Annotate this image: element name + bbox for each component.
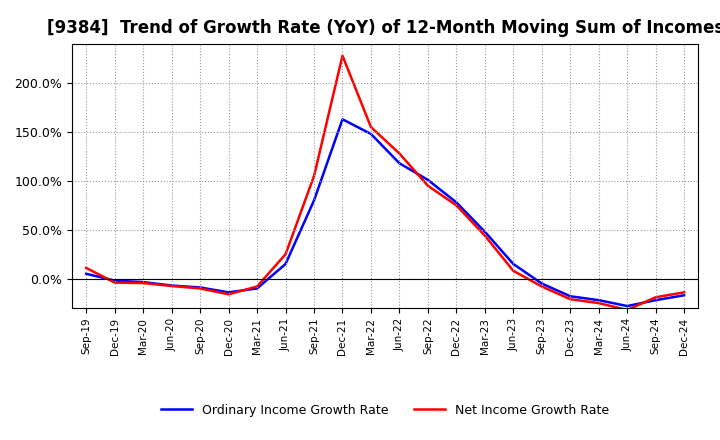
Ordinary Income Growth Rate bbox=[110, 278, 119, 283]
Ordinary Income Growth Rate bbox=[680, 293, 688, 298]
Net Income Growth Rate bbox=[225, 292, 233, 297]
Ordinary Income Growth Rate bbox=[196, 285, 204, 290]
Net Income Growth Rate bbox=[395, 151, 404, 156]
Net Income Growth Rate bbox=[282, 252, 290, 257]
Ordinary Income Growth Rate bbox=[595, 297, 603, 303]
Net Income Growth Rate bbox=[167, 283, 176, 289]
Ordinary Income Growth Rate bbox=[167, 283, 176, 288]
Ordinary Income Growth Rate bbox=[395, 161, 404, 166]
Net Income Growth Rate bbox=[480, 233, 489, 238]
Line: Ordinary Income Growth Rate: Ordinary Income Growth Rate bbox=[86, 119, 684, 306]
Ordinary Income Growth Rate bbox=[652, 297, 660, 303]
Net Income Growth Rate bbox=[310, 173, 318, 179]
Ordinary Income Growth Rate bbox=[282, 261, 290, 267]
Ordinary Income Growth Rate bbox=[253, 286, 261, 291]
Ordinary Income Growth Rate bbox=[480, 229, 489, 235]
Net Income Growth Rate bbox=[566, 297, 575, 302]
Net Income Growth Rate bbox=[366, 125, 375, 130]
Legend: Ordinary Income Growth Rate, Net Income Growth Rate: Ordinary Income Growth Rate, Net Income … bbox=[156, 399, 614, 422]
Net Income Growth Rate bbox=[623, 307, 631, 312]
Net Income Growth Rate bbox=[680, 290, 688, 295]
Ordinary Income Growth Rate bbox=[537, 281, 546, 286]
Net Income Growth Rate bbox=[196, 286, 204, 291]
Net Income Growth Rate bbox=[509, 268, 518, 274]
Net Income Growth Rate bbox=[338, 53, 347, 59]
Ordinary Income Growth Rate bbox=[82, 271, 91, 276]
Ordinary Income Growth Rate bbox=[623, 304, 631, 309]
Net Income Growth Rate bbox=[652, 295, 660, 300]
Ordinary Income Growth Rate bbox=[509, 261, 518, 267]
Ordinary Income Growth Rate bbox=[423, 177, 432, 183]
Net Income Growth Rate bbox=[537, 284, 546, 289]
Ordinary Income Growth Rate bbox=[139, 279, 148, 285]
Line: Net Income Growth Rate: Net Income Growth Rate bbox=[86, 56, 684, 310]
Ordinary Income Growth Rate bbox=[225, 290, 233, 295]
Ordinary Income Growth Rate bbox=[338, 117, 347, 122]
Net Income Growth Rate bbox=[253, 284, 261, 289]
Net Income Growth Rate bbox=[595, 301, 603, 306]
Title: [9384]  Trend of Growth Rate (YoY) of 12-Month Moving Sum of Incomes: [9384] Trend of Growth Rate (YoY) of 12-… bbox=[47, 19, 720, 37]
Net Income Growth Rate bbox=[139, 280, 148, 286]
Ordinary Income Growth Rate bbox=[566, 293, 575, 299]
Net Income Growth Rate bbox=[110, 280, 119, 285]
Net Income Growth Rate bbox=[82, 265, 91, 271]
Net Income Growth Rate bbox=[452, 203, 461, 208]
Ordinary Income Growth Rate bbox=[452, 200, 461, 205]
Ordinary Income Growth Rate bbox=[366, 131, 375, 136]
Net Income Growth Rate bbox=[423, 183, 432, 188]
Ordinary Income Growth Rate bbox=[310, 198, 318, 203]
